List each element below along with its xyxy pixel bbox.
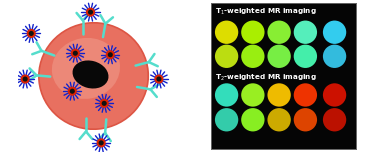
Circle shape: [215, 108, 238, 131]
Circle shape: [156, 76, 161, 82]
Circle shape: [215, 83, 238, 107]
Circle shape: [241, 45, 265, 68]
Circle shape: [215, 21, 238, 44]
Circle shape: [294, 45, 317, 68]
Circle shape: [268, 108, 291, 131]
Circle shape: [323, 83, 346, 107]
Circle shape: [323, 21, 346, 44]
Circle shape: [268, 21, 291, 44]
Circle shape: [99, 140, 104, 145]
Circle shape: [71, 49, 80, 58]
Circle shape: [294, 21, 317, 44]
Circle shape: [241, 21, 265, 44]
Circle shape: [68, 87, 77, 96]
Circle shape: [294, 83, 317, 107]
Circle shape: [241, 108, 265, 131]
Circle shape: [323, 45, 346, 68]
Circle shape: [106, 50, 115, 59]
Circle shape: [241, 83, 265, 107]
Text: T$_1$-weighted MR imaging: T$_1$-weighted MR imaging: [215, 7, 317, 17]
Circle shape: [154, 74, 163, 84]
Circle shape: [294, 108, 317, 131]
Ellipse shape: [73, 60, 108, 88]
Circle shape: [86, 8, 95, 17]
Ellipse shape: [39, 23, 148, 129]
Ellipse shape: [52, 38, 120, 99]
Circle shape: [215, 45, 238, 68]
Circle shape: [268, 83, 291, 107]
Circle shape: [88, 10, 93, 15]
Circle shape: [29, 31, 34, 36]
Circle shape: [100, 99, 109, 108]
Circle shape: [73, 51, 78, 56]
Circle shape: [97, 138, 106, 147]
Circle shape: [108, 52, 113, 57]
Circle shape: [323, 108, 346, 131]
Circle shape: [102, 101, 107, 106]
Text: T$_2$-weighted MR imaging: T$_2$-weighted MR imaging: [215, 73, 317, 83]
Circle shape: [23, 76, 28, 82]
Circle shape: [27, 29, 36, 38]
Circle shape: [70, 89, 75, 94]
Circle shape: [20, 74, 30, 84]
Circle shape: [268, 45, 291, 68]
